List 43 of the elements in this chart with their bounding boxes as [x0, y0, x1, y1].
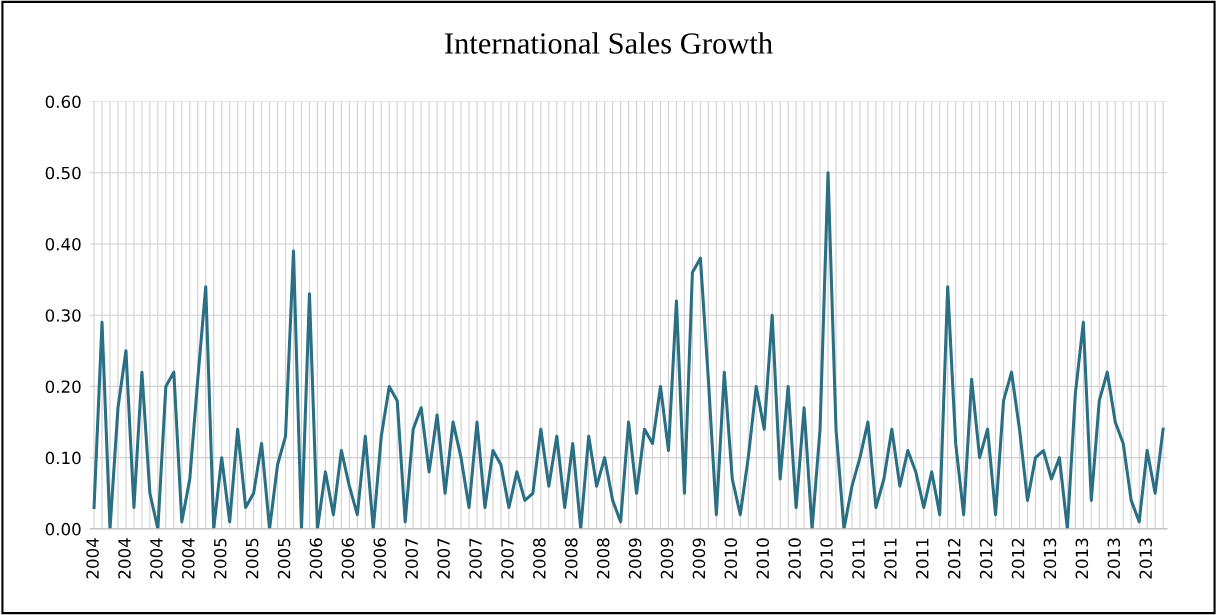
x-tick-label: 2012 [979, 538, 993, 579]
y-tick-label: 0.40 [45, 237, 81, 251]
x-tick-label: 2004 [150, 538, 163, 579]
x-tick-label: 2007 [405, 538, 419, 579]
x-tick-label: 2007 [437, 538, 450, 579]
x-tick-label: 2011 [884, 538, 897, 579]
x-tick-label: 2008 [564, 538, 578, 579]
x-tick-label: 2006 [373, 538, 387, 579]
y-tick-label: 0.20 [45, 380, 81, 393]
x-tick-label: 2007 [501, 538, 514, 579]
x-tick-label: 2013 [1107, 538, 1121, 579]
x-tick-label: 2004 [118, 538, 131, 579]
x-tick-label: 2006 [309, 538, 323, 579]
x-tick-label: 2013 [1075, 538, 1089, 579]
x-tick-label: 2008 [596, 538, 610, 579]
x-tick-label: 2005 [213, 538, 227, 579]
x-tick-label: 2009 [692, 538, 706, 579]
x-tick-label: 2010 [820, 538, 833, 579]
y-tick-label: 0.50 [45, 166, 81, 180]
line-series [92, 171, 1165, 529]
y-tick-label: 0.00 [45, 522, 81, 536]
x-tick-label: 2009 [628, 538, 642, 579]
x-tick-label: 2004 [182, 538, 195, 579]
x-tick-label: 2006 [341, 538, 355, 579]
y-tick-label: 0.10 [45, 451, 81, 465]
chart-title: International Sales Growth [444, 32, 773, 54]
x-tick-label: 2009 [660, 538, 674, 579]
x-tick-label: 2008 [533, 538, 546, 579]
y-tick-label: 0.60 [45, 95, 81, 109]
x-tick-label: 2004 [86, 538, 99, 579]
y-tick-label: 0.30 [45, 309, 81, 322]
x-tick-label: 2013 [1139, 538, 1152, 579]
x-tick-label: 2013 [1043, 538, 1057, 579]
x-tick-label: 2007 [469, 538, 482, 579]
x-tick-label: 2012 [947, 538, 961, 579]
x-tick-label: 2005 [245, 538, 259, 579]
x-tick-label: 2005 [277, 538, 291, 579]
x-tick-label: 2010 [724, 538, 738, 579]
x-tick-label: 2010 [788, 538, 801, 579]
x-tick-label: 2011 [916, 538, 929, 579]
x-tick-label: 2012 [1011, 538, 1025, 579]
x-tick-label: 2010 [756, 538, 770, 579]
x-tick-label: 2011 [852, 538, 865, 579]
